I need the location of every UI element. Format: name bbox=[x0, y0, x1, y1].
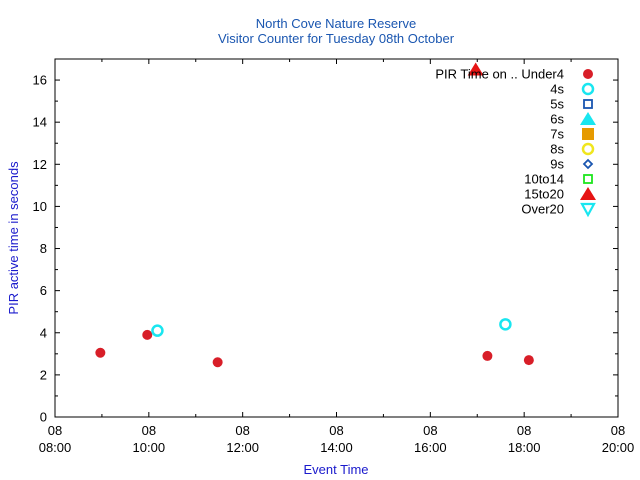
legend-marker-8s bbox=[581, 142, 595, 156]
x-axis-label: Event Time bbox=[303, 462, 368, 477]
legend-label-9s: 9s bbox=[550, 157, 564, 172]
point-under4 bbox=[142, 329, 153, 340]
y-tick-label: 10 bbox=[33, 199, 47, 214]
point-15to20 bbox=[467, 62, 484, 76]
point-under4 bbox=[482, 350, 493, 361]
chart-title: North Cove Nature Reserve bbox=[256, 16, 416, 31]
x-tick-label-time: 10:00 bbox=[133, 440, 166, 455]
legend-label-6s: 6s bbox=[550, 112, 564, 127]
y-tick-label: 14 bbox=[33, 115, 47, 130]
x-tick-label-date: 08 bbox=[611, 423, 625, 438]
legend-marker-6s bbox=[580, 112, 596, 125]
point-under4 bbox=[523, 355, 534, 366]
plot-frame bbox=[54, 58, 619, 418]
x-tick-label-time: 14:00 bbox=[320, 440, 353, 455]
point-4s bbox=[151, 324, 164, 337]
legend-label-7s: 7s bbox=[550, 127, 564, 142]
x-tick-label-time: 12:00 bbox=[226, 440, 259, 455]
chart-subtitle: Visitor Counter for Tuesday 08th October bbox=[218, 31, 455, 46]
legend: PIR Time on .. Under44s5s6s7s8s9s10to141… bbox=[435, 67, 596, 218]
x-tick-label-time: 20:00 bbox=[602, 440, 635, 455]
legend-marker-15to20 bbox=[580, 187, 596, 200]
legend-marker-9s bbox=[582, 158, 594, 170]
y-tick-label: 8 bbox=[40, 241, 47, 256]
y-tick-label: 4 bbox=[40, 325, 47, 340]
data-points bbox=[95, 62, 534, 368]
x-tick-label-date: 08 bbox=[329, 423, 343, 438]
x-tick-label-date: 08 bbox=[142, 423, 156, 438]
legend-label-4s: 4s bbox=[550, 82, 564, 97]
x-tick-label-date: 08 bbox=[235, 423, 249, 438]
x-tick-label-date: 08 bbox=[48, 423, 62, 438]
y-tick-label: 16 bbox=[33, 73, 47, 88]
x-tick-label-time: 18:00 bbox=[508, 440, 541, 455]
legend-marker-7s bbox=[582, 128, 594, 140]
point-4s bbox=[499, 318, 512, 331]
legend-label-10to14: 10to14 bbox=[524, 172, 564, 187]
x-tick-label-time: 16:00 bbox=[414, 440, 447, 455]
legend-label-under4: PIR Time on .. Under4 bbox=[435, 67, 564, 82]
legend-label-8s: 8s bbox=[550, 142, 564, 157]
y-tick-label: 0 bbox=[40, 410, 47, 425]
y-tick-label: 12 bbox=[33, 157, 47, 172]
legend-marker-4s bbox=[581, 82, 595, 96]
y-axis-label: PIR active time in seconds bbox=[6, 161, 21, 315]
point-under4 bbox=[95, 347, 106, 358]
legend-label-5s: 5s bbox=[550, 97, 564, 112]
legend-marker-10to14 bbox=[583, 174, 593, 184]
x-tick-label-time: 08:00 bbox=[39, 440, 72, 455]
legend-marker-over20 bbox=[580, 202, 596, 218]
legend-marker-under4 bbox=[583, 69, 593, 79]
y-axis: 0 2 4 6 8 10 12 14 16 bbox=[33, 73, 618, 425]
x-tick-label-date: 08 bbox=[517, 423, 531, 438]
point-under4 bbox=[212, 357, 223, 368]
x-axis: 0808:000810:000812:000814:000816:000818:… bbox=[39, 59, 635, 455]
x-tick-label-date: 08 bbox=[423, 423, 437, 438]
legend-label-15to20: 15to20 bbox=[524, 187, 564, 202]
y-tick-label: 2 bbox=[40, 367, 47, 382]
legend-marker-5s bbox=[583, 99, 593, 109]
legend-label-over20: Over20 bbox=[521, 202, 564, 217]
y-tick-label: 6 bbox=[40, 283, 47, 298]
